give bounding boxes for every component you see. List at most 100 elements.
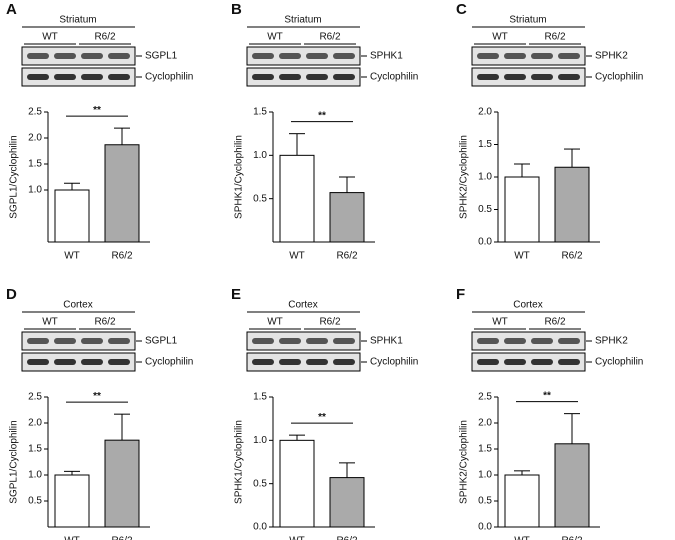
- x-tick-label: WT: [64, 536, 80, 540]
- band: [81, 53, 103, 59]
- band: [252, 53, 274, 59]
- blot: [21, 331, 136, 351]
- band: [27, 359, 49, 365]
- y-axis-label: SPHK1/Cyclophilin: [234, 420, 245, 504]
- bar: [329, 192, 365, 243]
- band: [279, 53, 301, 59]
- band: [252, 359, 274, 365]
- band: [531, 53, 553, 59]
- band-label: SGPL1: [145, 336, 178, 347]
- y-tick-label: 1.5: [253, 107, 267, 118]
- blot-group-label: R6/2: [94, 317, 116, 328]
- band: [279, 74, 301, 80]
- band-label: Cyclophilin: [370, 72, 418, 83]
- blot-group-label: WT: [267, 317, 283, 328]
- y-tick-label: 0.0: [478, 237, 492, 248]
- band: [531, 359, 553, 365]
- blot: [471, 67, 586, 87]
- band: [558, 53, 580, 59]
- region-label: Striatum: [284, 15, 321, 26]
- blot: [246, 67, 361, 87]
- bar: [104, 439, 140, 528]
- y-tick-label: 0.5: [253, 193, 267, 204]
- blot: [246, 331, 361, 351]
- y-axis-label: SPHK2/Cyclophilin: [459, 420, 470, 504]
- bar: [554, 443, 590, 528]
- x-tick-label: R6/2: [561, 251, 583, 262]
- x-tick-label: R6/2: [336, 536, 358, 540]
- band: [252, 338, 274, 344]
- band: [504, 74, 526, 80]
- x-tick-label: R6/2: [111, 251, 133, 262]
- band: [531, 74, 553, 80]
- y-tick-label: 2.0: [28, 133, 42, 144]
- x-tick-label: WT: [289, 536, 305, 540]
- region-label: Striatum: [59, 15, 96, 26]
- bar: [329, 477, 365, 528]
- band: [54, 338, 76, 344]
- band: [558, 74, 580, 80]
- blot-group-label: R6/2: [319, 317, 341, 328]
- band: [279, 359, 301, 365]
- blot-group-label: WT: [267, 32, 283, 43]
- y-axis-label: SPHK1/Cyclophilin: [234, 135, 245, 219]
- band-label: SGPL1: [145, 51, 178, 62]
- region-label: Cortex: [513, 300, 542, 311]
- y-tick-label: 2.0: [28, 418, 42, 429]
- significance: **: [543, 390, 551, 401]
- band: [81, 359, 103, 365]
- band: [108, 53, 130, 59]
- bar: [279, 439, 315, 528]
- band: [306, 359, 328, 365]
- bar: [279, 154, 315, 243]
- band-label: Cyclophilin: [370, 357, 418, 368]
- y-tick-label: 1.5: [478, 444, 492, 455]
- band: [108, 74, 130, 80]
- y-tick-label: 1.5: [478, 139, 492, 150]
- y-tick-label: 2.5: [28, 107, 42, 118]
- y-tick-label: 0.5: [253, 478, 267, 489]
- region-label: Cortex: [63, 300, 92, 311]
- band: [477, 53, 499, 59]
- blot-group-label: R6/2: [544, 317, 566, 328]
- band-label: SPHK2: [595, 336, 628, 347]
- blot: [21, 352, 136, 372]
- blot: [471, 352, 586, 372]
- band: [333, 53, 355, 59]
- y-axis-label: SGPL1/Cyclophilin: [9, 135, 20, 218]
- y-tick-label: 1.5: [28, 444, 42, 455]
- y-tick-label: 0.5: [28, 496, 42, 507]
- band: [531, 338, 553, 344]
- y-tick-label: 0.0: [253, 522, 267, 533]
- y-tick-label: 2.5: [478, 392, 492, 403]
- y-tick-label: 0.0: [478, 522, 492, 533]
- blot: [471, 46, 586, 66]
- blot-group-label: WT: [492, 32, 508, 43]
- band-label: Cyclophilin: [145, 72, 193, 83]
- band: [333, 359, 355, 365]
- y-tick-label: 0.5: [478, 204, 492, 215]
- blot: [246, 352, 361, 372]
- significance: **: [93, 105, 101, 116]
- band: [252, 74, 274, 80]
- band: [504, 359, 526, 365]
- band-label: SPHK2: [595, 51, 628, 62]
- panel-letter: A: [6, 1, 17, 18]
- band-label: Cyclophilin: [145, 357, 193, 368]
- y-tick-label: 1.0: [28, 470, 42, 481]
- band: [306, 338, 328, 344]
- band: [279, 338, 301, 344]
- y-tick-label: 1.0: [28, 185, 42, 196]
- x-tick-label: WT: [289, 251, 305, 262]
- panel-letter: D: [6, 286, 17, 303]
- band: [333, 338, 355, 344]
- blot-group-label: WT: [42, 32, 58, 43]
- region-label: Striatum: [509, 15, 546, 26]
- blot-group-label: R6/2: [544, 32, 566, 43]
- blot: [471, 331, 586, 351]
- blot-group-label: R6/2: [94, 32, 116, 43]
- blot-group-label: WT: [492, 317, 508, 328]
- band-label: SPHK1: [370, 51, 403, 62]
- bar: [554, 166, 590, 243]
